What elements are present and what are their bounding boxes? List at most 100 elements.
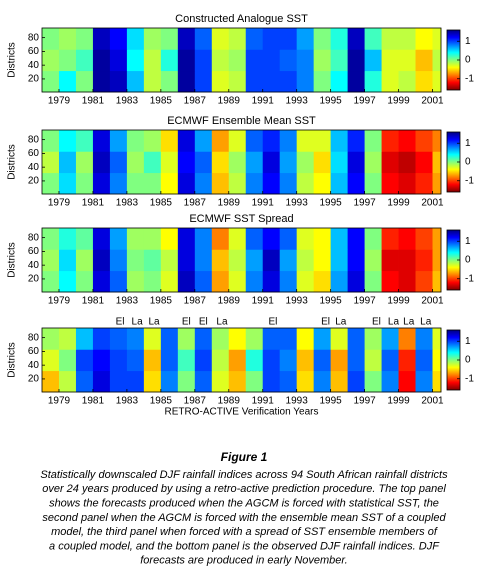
heat-cell xyxy=(42,172,60,195)
annotation: El xyxy=(268,317,277,328)
heat-cell xyxy=(296,70,315,93)
heat-cell xyxy=(75,249,94,272)
heat-cell xyxy=(432,249,442,272)
heat-cell xyxy=(296,349,315,372)
heat-cell xyxy=(126,130,145,152)
heat-cell xyxy=(58,228,77,250)
heat-cell xyxy=(279,49,298,72)
heat-cell xyxy=(109,370,128,393)
heat-cell xyxy=(160,328,179,350)
heat-cell xyxy=(347,228,365,250)
heat-cell xyxy=(262,70,281,93)
heat-cell xyxy=(347,151,365,174)
heat-cell xyxy=(313,49,332,72)
annotation: La xyxy=(132,317,144,328)
heat-cell xyxy=(296,249,315,272)
caption-line: second panel when the AGCM is forced wit… xyxy=(42,512,446,524)
heat-cell xyxy=(262,172,281,195)
x-tick-label: 1999 xyxy=(387,96,410,107)
caption-line: model, the third panel when forced with … xyxy=(51,526,438,538)
heat-cell xyxy=(92,349,111,372)
heat-cell xyxy=(262,349,281,372)
heat-cell xyxy=(126,249,145,272)
x-tick-label: 1979 xyxy=(48,296,71,307)
x-tick-label: 1987 xyxy=(184,96,207,107)
heat-cell xyxy=(211,49,230,72)
heat-cell xyxy=(364,172,382,195)
heat-cell xyxy=(211,349,230,372)
heat-cell xyxy=(330,70,349,93)
plot-frame xyxy=(41,27,442,93)
heat-cell xyxy=(398,130,416,152)
heat-cell xyxy=(262,130,281,152)
heat-cell xyxy=(228,370,247,393)
heat-cell xyxy=(194,151,213,174)
heat-cell xyxy=(194,249,213,272)
heat-cell xyxy=(177,349,196,372)
heat-cell xyxy=(194,328,213,350)
heat-cell xyxy=(126,70,145,93)
heat-cell xyxy=(398,328,416,350)
heat-cell xyxy=(143,28,162,50)
x-tick-label: 1995 xyxy=(320,296,343,307)
heat-cell xyxy=(415,349,433,372)
heat-cell xyxy=(432,151,442,174)
x-tick-label: 1991 xyxy=(252,296,275,307)
heat-cell xyxy=(330,228,349,250)
heat-cell xyxy=(211,370,230,393)
heat-cell xyxy=(381,349,399,372)
heat-cell xyxy=(92,328,111,350)
x-tick-label: 1979 xyxy=(48,396,71,407)
heat-cell xyxy=(398,28,416,50)
heat-cell xyxy=(194,228,213,250)
heat-cell xyxy=(58,249,77,272)
heat-cell xyxy=(245,49,264,72)
heat-cell xyxy=(143,172,162,195)
heat-cell xyxy=(92,49,111,72)
heat-cell xyxy=(398,228,416,250)
heat-cell xyxy=(194,49,213,72)
heat-cell xyxy=(364,70,382,93)
heat-cell xyxy=(381,328,399,350)
heat-cell xyxy=(228,49,247,72)
heat-cell xyxy=(194,349,213,372)
heat-cell xyxy=(398,70,416,93)
colorbar-label: 1 xyxy=(465,138,471,149)
x-tick-label: 1983 xyxy=(116,96,139,107)
heat-cell xyxy=(109,228,128,250)
heat-cell xyxy=(381,228,399,250)
heat-cell xyxy=(296,49,315,72)
colorbar-label: -1 xyxy=(465,175,474,186)
heat-cell xyxy=(211,70,230,93)
heat-cell xyxy=(279,130,298,152)
colorbar-label: -1 xyxy=(465,273,474,284)
heat-cell xyxy=(262,249,281,272)
heat-cell xyxy=(109,172,128,195)
heat-cell xyxy=(330,130,349,152)
heat-cell xyxy=(109,349,128,372)
heat-cell xyxy=(432,270,442,293)
x-tick-label: 2001 xyxy=(421,396,444,407)
heat-cell xyxy=(245,270,264,293)
heat-cell xyxy=(330,270,349,293)
heat-cell xyxy=(313,172,332,195)
heat-cell xyxy=(313,28,332,50)
heat-cell xyxy=(228,228,247,250)
heat-cell xyxy=(92,70,111,93)
heat-cell xyxy=(364,270,382,293)
colorbar-label: 1 xyxy=(465,36,471,47)
heat-cell xyxy=(177,28,196,50)
heat-cell xyxy=(160,28,179,50)
heat-cell xyxy=(347,49,365,72)
heat-cell xyxy=(313,228,332,250)
heat-cell xyxy=(347,172,365,195)
caption-line: shows the forecasts produced when the AG… xyxy=(49,498,439,510)
heat-cell xyxy=(415,328,433,350)
heat-cell xyxy=(160,49,179,72)
heat-cell xyxy=(296,370,315,393)
heat-cell xyxy=(126,270,145,293)
heat-cell xyxy=(415,70,433,93)
heat-cell xyxy=(279,328,298,350)
heat-cell xyxy=(398,172,416,195)
heat-cell xyxy=(330,49,349,72)
